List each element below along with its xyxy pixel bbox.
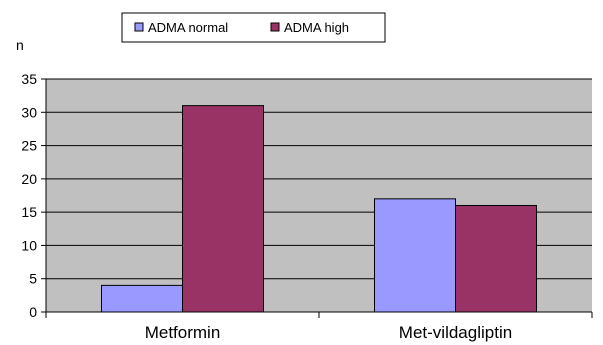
y-axis-label: n xyxy=(16,37,24,53)
gridlines xyxy=(46,78,592,280)
x-category-label: Metformin xyxy=(145,323,221,342)
y-tick-label: 0 xyxy=(29,304,37,320)
y-tick-labels: 0 5 10 15 20 25 30 35 xyxy=(21,71,37,320)
bar-adma-normal-met-vildagliptin xyxy=(374,198,456,313)
legend-label: ADMA normal xyxy=(148,20,228,35)
legend: ADMA normal ADMA high xyxy=(121,12,386,43)
legend-label: ADMA high xyxy=(284,20,349,35)
y-tick-label: 20 xyxy=(21,171,37,187)
y-tick-label: 5 xyxy=(29,271,37,287)
legend-box xyxy=(121,12,386,43)
bar-adma-normal-metformin xyxy=(101,284,183,313)
axes xyxy=(41,78,593,318)
y-tick-label: 10 xyxy=(21,237,37,253)
x-category-labels: Metformin Met-vildagliptin xyxy=(145,323,512,342)
y-tick-label: 15 xyxy=(21,204,37,220)
y-tick-label: 25 xyxy=(21,138,37,154)
legend-swatch-adma-normal xyxy=(134,22,144,32)
legend-swatch-adma-high xyxy=(270,22,280,32)
bar-adma-high-met-vildagliptin xyxy=(455,204,537,313)
bar-adma-high-metformin xyxy=(182,105,264,313)
y-tick-label: 35 xyxy=(21,71,37,87)
x-category-label: Met-vildagliptin xyxy=(399,323,512,342)
y-tick-label: 30 xyxy=(21,104,37,120)
